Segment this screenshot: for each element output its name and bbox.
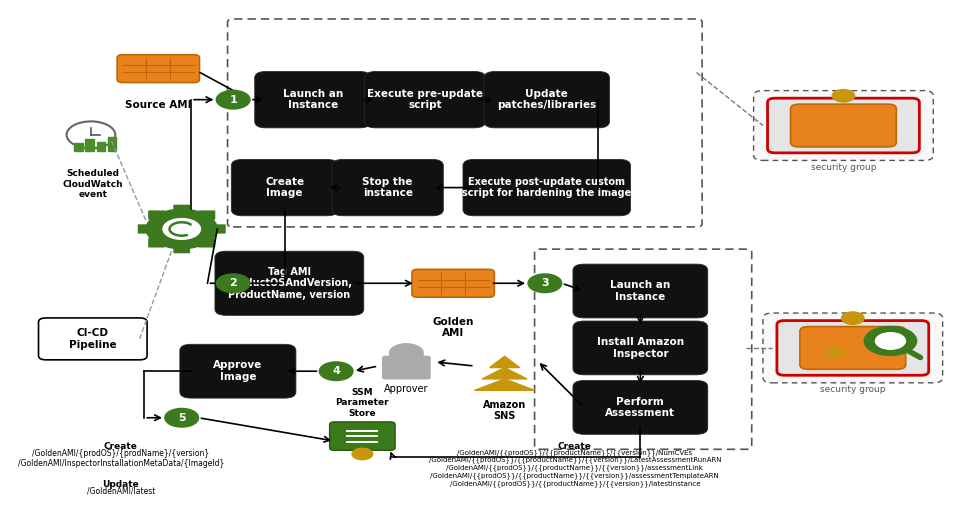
Text: Scheduled
CloudWatch
event: Scheduled CloudWatch event bbox=[62, 170, 123, 199]
FancyBboxPatch shape bbox=[173, 205, 190, 214]
Text: Approve
Image: Approve Image bbox=[213, 360, 263, 382]
FancyBboxPatch shape bbox=[199, 238, 215, 248]
FancyBboxPatch shape bbox=[329, 422, 395, 450]
Circle shape bbox=[216, 274, 250, 293]
Circle shape bbox=[352, 448, 373, 460]
Circle shape bbox=[864, 327, 917, 356]
Circle shape bbox=[146, 210, 217, 249]
Circle shape bbox=[528, 274, 562, 293]
Polygon shape bbox=[474, 379, 535, 391]
Circle shape bbox=[165, 408, 199, 427]
Circle shape bbox=[390, 344, 423, 362]
FancyBboxPatch shape bbox=[173, 244, 190, 253]
Bar bbox=[96, 141, 105, 151]
Text: Update: Update bbox=[102, 480, 139, 489]
FancyBboxPatch shape bbox=[484, 71, 610, 128]
Text: security group: security group bbox=[810, 163, 877, 172]
FancyBboxPatch shape bbox=[364, 71, 485, 128]
FancyBboxPatch shape bbox=[800, 327, 906, 369]
Text: Launch an
Instance: Launch an Instance bbox=[611, 280, 670, 302]
Circle shape bbox=[842, 312, 864, 324]
FancyBboxPatch shape bbox=[763, 313, 943, 383]
FancyBboxPatch shape bbox=[255, 71, 371, 128]
FancyBboxPatch shape bbox=[199, 211, 215, 220]
Text: Perform
Assessment: Perform Assessment bbox=[606, 397, 675, 418]
Bar bbox=[108, 137, 116, 151]
Text: Execute post-update custom
script for hardening the image: Execute post-update custom script for ha… bbox=[462, 177, 631, 199]
Text: 4: 4 bbox=[332, 366, 340, 376]
Text: /GoldenAMI/latest: /GoldenAMI/latest bbox=[87, 487, 155, 496]
Text: security group: security group bbox=[820, 385, 885, 395]
Text: 2: 2 bbox=[229, 278, 237, 288]
FancyBboxPatch shape bbox=[382, 356, 431, 380]
Bar bbox=[74, 143, 83, 151]
FancyBboxPatch shape bbox=[215, 251, 363, 315]
Polygon shape bbox=[490, 356, 519, 368]
Bar bbox=[86, 139, 94, 151]
FancyBboxPatch shape bbox=[463, 160, 630, 216]
FancyBboxPatch shape bbox=[180, 344, 296, 398]
FancyBboxPatch shape bbox=[768, 98, 919, 153]
Text: Tag AMI
ProductOSAndVersion,
ProductName, version: Tag AMI ProductOSAndVersion, ProductName… bbox=[227, 267, 352, 300]
FancyBboxPatch shape bbox=[332, 160, 443, 216]
Polygon shape bbox=[482, 368, 527, 379]
FancyBboxPatch shape bbox=[573, 264, 708, 318]
Text: /GoldenAMI/{prodOS}/{prodName}/{version}
/GoldenAMI/InspectorInstallationMetaDat: /GoldenAMI/{prodOS}/{prodName}/{version}… bbox=[18, 449, 224, 468]
Text: Install Amazon
Inspector: Install Amazon Inspector bbox=[597, 337, 684, 359]
Text: 3: 3 bbox=[542, 278, 548, 288]
Text: Golden
AMI: Golden AMI bbox=[432, 317, 473, 339]
Text: Stop the
instance: Stop the instance bbox=[362, 177, 413, 199]
Circle shape bbox=[319, 362, 353, 381]
FancyBboxPatch shape bbox=[208, 224, 226, 233]
Circle shape bbox=[832, 89, 854, 102]
Text: SSM
Parameter
Store: SSM Parameter Store bbox=[336, 388, 390, 418]
FancyBboxPatch shape bbox=[148, 211, 165, 220]
Circle shape bbox=[876, 333, 906, 349]
FancyBboxPatch shape bbox=[573, 321, 708, 375]
Circle shape bbox=[163, 218, 201, 239]
Text: Update
patches/libraries: Update patches/libraries bbox=[497, 89, 596, 110]
Text: 5: 5 bbox=[178, 413, 185, 423]
FancyBboxPatch shape bbox=[791, 104, 896, 147]
Text: Source AMI: Source AMI bbox=[125, 100, 192, 110]
Text: Create: Create bbox=[558, 442, 592, 451]
Text: Launch an
Instance: Launch an Instance bbox=[282, 89, 343, 110]
Circle shape bbox=[216, 90, 250, 109]
FancyBboxPatch shape bbox=[137, 224, 155, 233]
FancyBboxPatch shape bbox=[148, 238, 165, 248]
FancyBboxPatch shape bbox=[39, 318, 147, 360]
Text: Create
Image: Create Image bbox=[265, 177, 304, 199]
Text: 1: 1 bbox=[229, 95, 237, 105]
Text: Amazon
SNS: Amazon SNS bbox=[483, 400, 526, 421]
FancyBboxPatch shape bbox=[412, 269, 495, 297]
FancyBboxPatch shape bbox=[117, 55, 200, 83]
Circle shape bbox=[66, 121, 115, 148]
FancyBboxPatch shape bbox=[573, 381, 708, 434]
FancyBboxPatch shape bbox=[231, 160, 338, 216]
Text: Create: Create bbox=[104, 442, 137, 451]
Circle shape bbox=[826, 347, 844, 358]
Text: /GoldenAMI/{{prodOS}}/{{productName}}/{{version}}/NumCVEs
/GoldenAMI/{{prodOS}}/: /GoldenAMI/{{prodOS}}/{{productName}}/{{… bbox=[429, 449, 721, 487]
FancyBboxPatch shape bbox=[754, 90, 933, 161]
Text: Execute pre-update
script: Execute pre-update script bbox=[367, 89, 483, 110]
Text: Approver: Approver bbox=[384, 384, 429, 394]
Text: CI-CD
Pipeline: CI-CD Pipeline bbox=[69, 328, 117, 349]
FancyBboxPatch shape bbox=[777, 321, 929, 375]
